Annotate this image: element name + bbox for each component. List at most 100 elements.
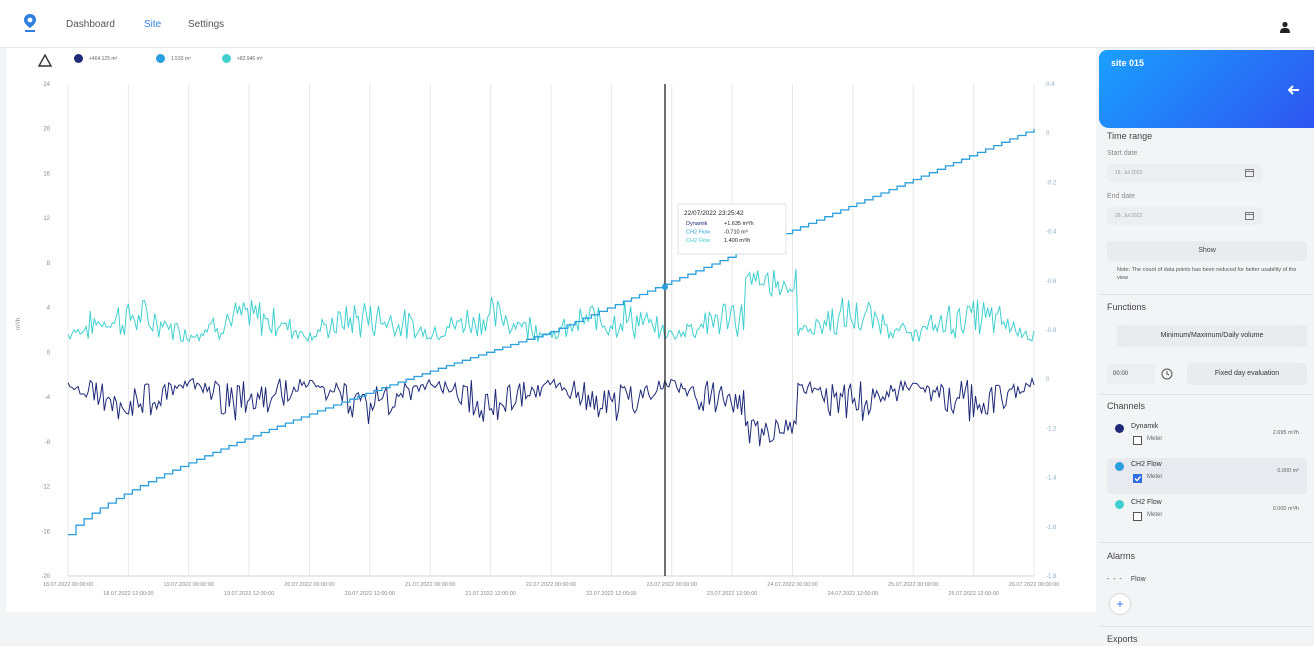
- channel-ch2-flow[interactable]: CH2 Flow Meter 0.000 m³/h: [1107, 496, 1307, 532]
- location-pin-logo-icon[interactable]: [22, 13, 38, 33]
- cursor-point: [662, 284, 668, 290]
- user-account-icon[interactable]: [1279, 21, 1291, 33]
- time-range-title: Time range: [1107, 131, 1153, 141]
- y-tick-label-right: -0.6: [1046, 279, 1057, 285]
- y-tick-label-right: -1.8: [1046, 574, 1057, 580]
- tooltip-series-name: CH2 Flow: [686, 230, 710, 236]
- x-tick-label: 25.07.2022 12:00:00: [948, 591, 998, 597]
- tooltip-series-value: +1.635 m³/h: [724, 221, 754, 227]
- calendar-icon[interactable]: [1245, 211, 1254, 220]
- clock-icon[interactable]: [1161, 368, 1173, 380]
- x-tick-label: 18.07.2022 12:00:00: [103, 591, 153, 597]
- divider: [1099, 294, 1314, 295]
- y-tick-label-left: -12: [41, 485, 50, 491]
- channel-value: 2.695 m³/h: [1272, 430, 1299, 436]
- x-tick-label: 24.07.2022 12:00:00: [828, 591, 878, 597]
- y-tick-label-left: -16: [41, 529, 50, 535]
- divider: [1099, 626, 1314, 627]
- x-tick-label: 20.07.2022 00:00:00: [284, 582, 334, 588]
- y-tick-label-left: 16: [43, 171, 50, 177]
- start-date-value: 18. Jul 2022: [1115, 170, 1143, 176]
- channel-color-dot: [1115, 424, 1124, 433]
- x-tick-label: 26.07.2022 00:00:00: [1009, 582, 1059, 588]
- exports-title: Exports: [1107, 634, 1138, 644]
- y-tick-label-right: 0.4: [1046, 82, 1055, 88]
- x-tick-label: 23.07.2022 12:00:00: [707, 591, 757, 597]
- time-series-chart[interactable]: 24 20 16 12 8 4 0 -4 -8 -12 -16 -20 0.4 0 -0.2 -0.4 -0.6…: [6, 48, 1096, 612]
- y-tick-label-right: -0.2: [1046, 180, 1057, 186]
- x-tick-label: 20.07.2022 12:00:00: [345, 591, 395, 597]
- tooltip-box: [677, 203, 787, 255]
- dashed-line-icon: - - -: [1107, 576, 1123, 583]
- meter-checkbox-checked[interactable]: [1133, 474, 1142, 483]
- chart-card: +464.125 m³ 1.533 m³ +82.946 m³ 24 20 16 12…: [6, 48, 1096, 612]
- x-tick-label: 25.07.2022 00:00:00: [888, 582, 938, 588]
- x-tick-label: 21.07.2022 00:00:00: [405, 582, 455, 588]
- channel-name: CH2 Flow: [1131, 461, 1162, 468]
- end-date-value: 26. Jul 2022: [1115, 213, 1143, 219]
- nav-settings-link[interactable]: Settings: [188, 19, 225, 30]
- end-date-input[interactable]: 26. Jul 2022: [1107, 207, 1262, 225]
- show-button[interactable]: Show: [1107, 241, 1307, 261]
- calendar-icon[interactable]: [1245, 168, 1254, 177]
- channel-value: 0.000 m³/h: [1272, 506, 1299, 512]
- divider: [1099, 394, 1314, 395]
- y-tick-label-right: -0.4: [1046, 230, 1057, 236]
- y-tick-label-right: 0: [1046, 377, 1050, 383]
- tooltip-date: 22/07/2022 23:25:42: [684, 210, 744, 217]
- channel-color-dot: [1115, 462, 1124, 471]
- channel-dynamik[interactable]: Dynamik Meter 2.695 m³/h: [1107, 420, 1307, 456]
- legend-label: +464.125 m³: [89, 55, 118, 62]
- arrow-left-icon[interactable]: [1288, 84, 1300, 96]
- y-tick-label-left: 4: [47, 306, 51, 312]
- time-input[interactable]: 00:00: [1107, 364, 1155, 384]
- legend-label: 1.533 m³: [171, 55, 191, 62]
- y-tick-label-left: 24: [43, 82, 50, 88]
- fixed-day-evaluation-button[interactable]: Fixed day evaluation: [1187, 363, 1307, 385]
- alarm-item[interactable]: - - - Flow: [1107, 576, 1146, 583]
- y-tick-label-left: 20: [43, 127, 50, 133]
- alarms-title: Alarms: [1107, 551, 1136, 561]
- series-line-dynamik: [67, 376, 1035, 447]
- y-tick-label-right: -1.6: [1046, 525, 1057, 531]
- tooltip-series-name: CH2 Flow: [686, 238, 710, 244]
- y-tick-label-right: 0: [1046, 131, 1050, 137]
- x-tick-label: 22.07.2022 12:00:00: [586, 591, 636, 597]
- channel-name: Dynamik: [1131, 423, 1159, 430]
- warning-triangle-icon[interactable]: [38, 54, 52, 67]
- meter-checkbox[interactable]: [1133, 436, 1142, 445]
- min-max-daily-volume-button[interactable]: Minimum/Maximum/Daily volume: [1117, 325, 1307, 347]
- legend-dot: [222, 54, 231, 63]
- site-header-card: site 015: [1099, 50, 1314, 128]
- meter-checkbox[interactable]: [1133, 512, 1142, 521]
- add-alarm-button[interactable]: +: [1109, 593, 1131, 615]
- legend-item-dynamik[interactable]: +464.125 m³: [74, 54, 117, 63]
- channel-color-dot: [1115, 500, 1124, 509]
- legend-label: +82.946 m³: [237, 55, 263, 62]
- alarm-item-label: Flow: [1130, 576, 1146, 583]
- divider: [1099, 542, 1314, 543]
- x-tick-label: 21.07.2022 12:00:00: [465, 591, 515, 597]
- x-tick-label: 19.07.2022 00:00:00: [164, 582, 214, 588]
- y-tick-label-left: -8: [45, 440, 51, 446]
- nav-site-link[interactable]: Site: [144, 19, 162, 30]
- y-tick-label-left: -20: [41, 574, 50, 580]
- legend-dot: [74, 54, 83, 63]
- nav-dashboard-link[interactable]: Dashboard: [66, 19, 115, 30]
- y-axis-label: m³/h: [16, 318, 22, 330]
- x-tick-label: 22.07.2022 00:00:00: [526, 582, 576, 588]
- checkmark-icon: [1134, 476, 1142, 482]
- top-navigation: Dashboard Site Settings: [0, 0, 1314, 48]
- channels-title: Channels: [1107, 401, 1146, 411]
- end-date-label: End date: [1107, 193, 1136, 200]
- meter-label: Meter: [1147, 512, 1163, 518]
- start-date-label: Start date: [1107, 150, 1138, 157]
- legend-item-ch2-flow[interactable]: +82.946 m³: [222, 54, 262, 63]
- channel-ch2-volume[interactable]: CH2 Flow Meter 0.000 m³: [1107, 458, 1307, 494]
- x-tick-label: 18.07.2022 00:00:00: [43, 582, 93, 588]
- series-line-ch2-volume: [68, 128, 1035, 536]
- tooltip-series-value: -0.710 m³: [724, 230, 748, 236]
- start-date-input[interactable]: 18. Jul 2022: [1107, 164, 1262, 182]
- legend-item-ch2-volume[interactable]: 1.533 m³: [156, 54, 191, 63]
- x-tick-label: 23.07.2022 00:00:00: [647, 582, 697, 588]
